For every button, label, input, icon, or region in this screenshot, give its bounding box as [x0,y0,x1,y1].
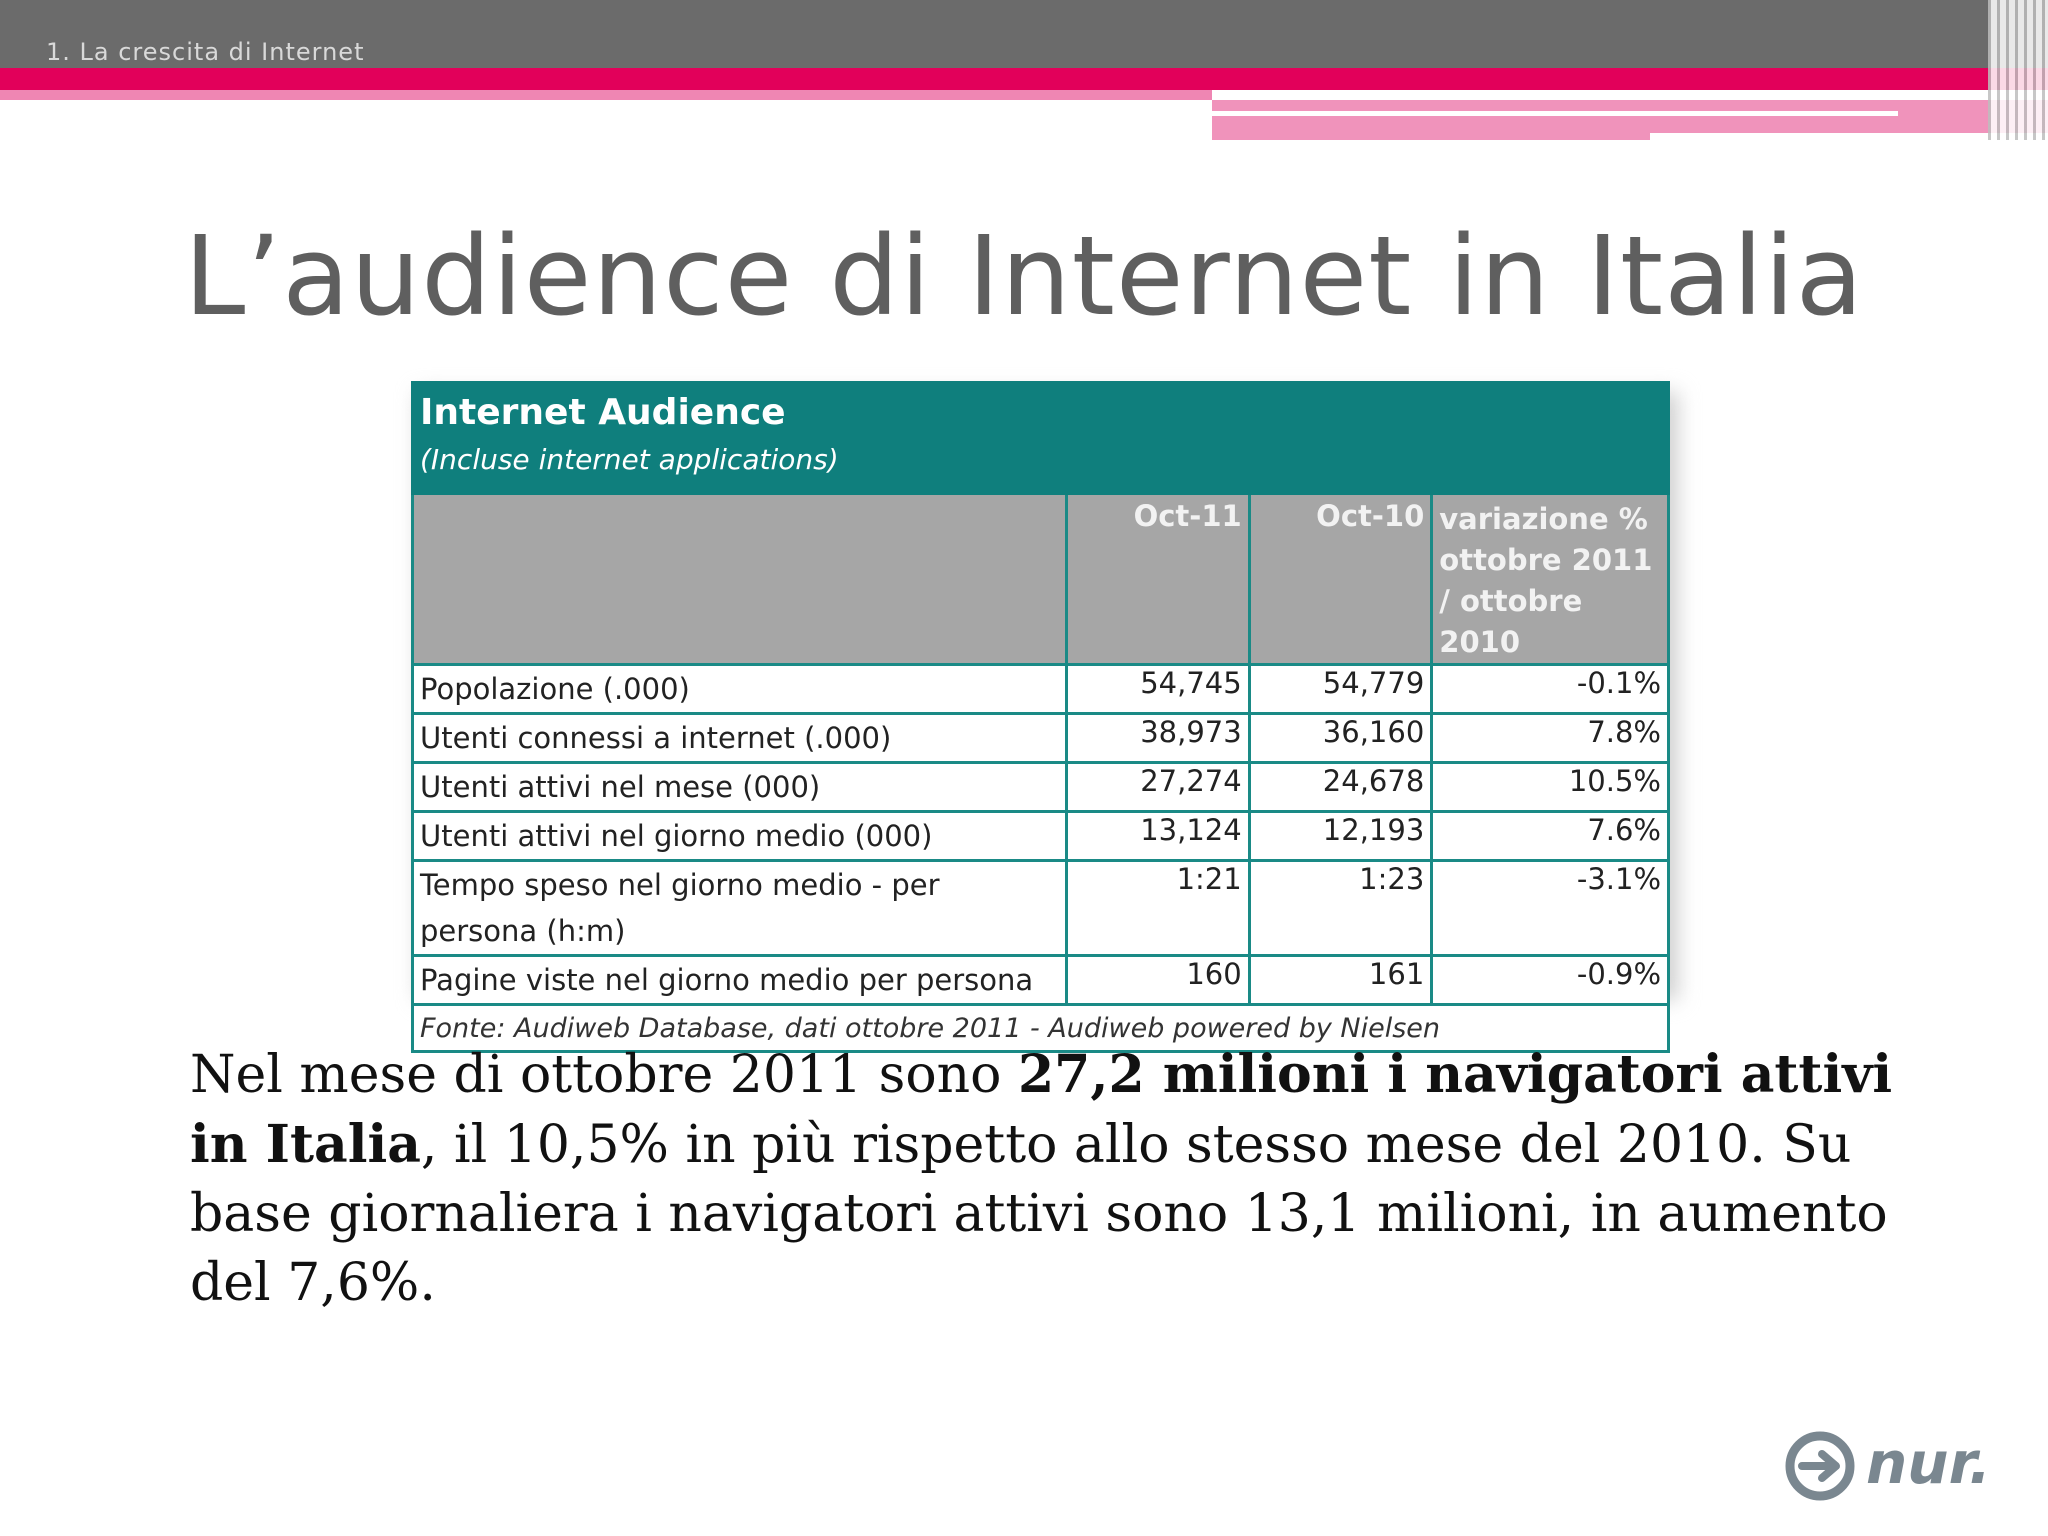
table-header-row: Oct-11 Oct-10 variazione % ottobre 2011 … [410,492,1670,666]
column-header-oct11: Oct-11 [1065,492,1251,666]
cell-oct10: 1:23 [1247,859,1434,957]
table-title-cell: Internet Audience (Incluse internet appl… [411,381,1670,495]
cell-oct11: 160 [1065,954,1251,1006]
cell-oct10: 54,779 [1247,663,1434,715]
cell-variation: 7.8% [1430,712,1670,764]
accent-stripe-light [0,90,1212,100]
body-paragraph: Nel mese di ottobre 2011 sono 27,2 milio… [190,1040,1910,1318]
cell-variation: 10.5% [1430,761,1670,813]
column-header-oct10: Oct-10 [1247,492,1434,666]
table-row: Tempo speso nel giorno medio - per perso… [410,859,1670,957]
slide-title: L’audience di Internet in Italia [183,212,1865,340]
decor-vertical-lines [1988,0,2048,140]
cell-variation: -0.9% [1430,954,1670,1006]
body-text-highlight: 27,2 milioni i navigatori attivi in Ital… [190,1044,1893,1175]
cell-variation: -3.1% [1430,859,1670,957]
row-label: Utenti connessi a internet (.000) [410,712,1069,764]
arrow-circle-icon [1785,1431,1855,1501]
table-subtitle: (Incluse internet applications) [420,443,839,476]
cell-oct11: 38,973 [1065,712,1251,764]
cell-variation: 7.6% [1430,810,1670,862]
accent-stripe [0,68,2048,90]
table-row: Utenti connessi a internet (.000) 38,973 3… [410,712,1670,764]
audience-table: Internet Audience (Incluse internet appl… [410,381,1670,1053]
row-label: Utenti attivi nel giorno medio (000) [410,810,1069,862]
table-row: Utenti attivi nel mese (000) 27,274 24,678… [410,761,1670,813]
body-text-part1: Nel mese di ottobre 2011 sono [190,1045,1018,1105]
row-label: Pagine viste nel giorno medio per person… [410,954,1069,1006]
cell-variation: -0.1% [1430,663,1670,715]
nur-logo: nur. [1785,1429,1991,1501]
cell-oct11: 27,274 [1065,761,1251,813]
row-label: Utenti attivi nel mese (000) [410,761,1069,813]
row-label: Tempo speso nel giorno medio - per perso… [410,859,1069,957]
cell-oct10: 12,193 [1247,810,1434,862]
row-label: Popolazione (.000) [410,663,1069,715]
table-title: Internet Audience [420,392,786,433]
decor-line [1650,133,2048,140]
cell-oct11: 13,124 [1065,810,1251,862]
top-bar [0,0,2048,68]
decor-line [1212,111,1898,116]
table-row: Utenti attivi nel giorno medio (000) 13,1… [410,810,1670,862]
cell-oct10: 161 [1247,954,1434,1006]
table-row: Popolazione (.000) 54,745 54,779 -0.1% [410,663,1670,715]
cell-oct10: 24,678 [1247,761,1434,813]
table-source-row: Fonte: Audiweb Database, dati ottobre 20… [411,1003,1670,1053]
cell-oct11: 1:21 [1065,859,1251,957]
column-header-variation: variazione % ottobre 2011 / ottobre 2010 [1430,492,1670,666]
table-row: Pagine viste nel giorno medio per person… [410,954,1670,1006]
breadcrumb: 1. La crescita di Internet [46,38,365,66]
logo-text: nur. [1866,1429,1991,1497]
body-text-part2: , il 10,5% in più rispetto allo stesso m… [190,1115,1888,1313]
table-title-row: Internet Audience (Incluse internet appl… [411,381,1670,495]
table-source: Fonte: Audiweb Database, dati ottobre 20… [411,1003,1670,1053]
cell-oct10: 36,160 [1247,712,1434,764]
column-header-label [410,492,1069,666]
cell-oct11: 54,745 [1065,663,1251,715]
